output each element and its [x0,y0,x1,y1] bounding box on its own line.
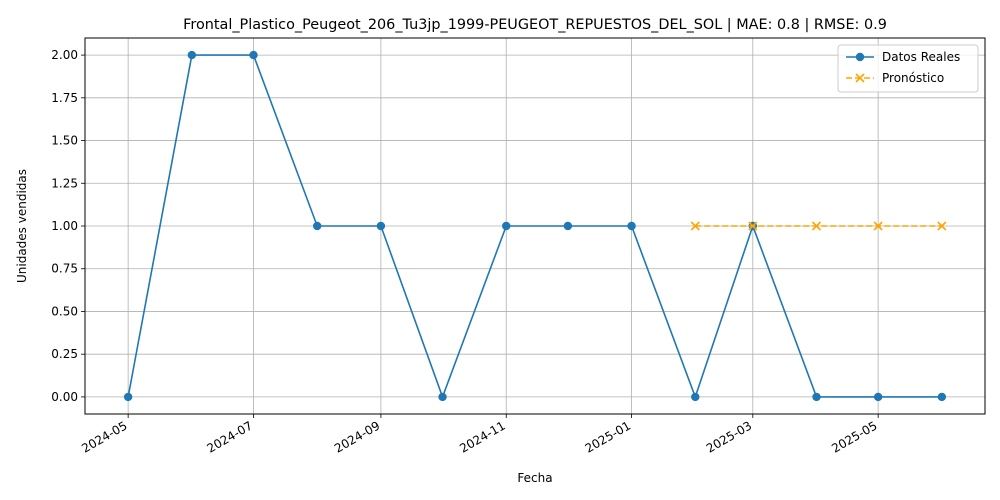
data-point [627,221,636,231]
legend-marker-1 [855,73,865,83]
data-point [812,392,821,402]
data-point [312,221,322,231]
legend-label-1: Pronóstico [882,71,944,85]
series-line [127,54,942,400]
series-layer [123,50,947,402]
y-tick-label: 1.25 [51,176,78,190]
data-point [937,221,947,231]
series-1 [690,221,947,231]
data-point [438,392,447,402]
y-tick-label: 0.00 [51,390,78,404]
data-point [376,221,386,231]
y-tick-label: 1.50 [51,134,78,148]
data-point [502,221,511,231]
data-point [123,392,133,402]
y-tick-label: 0.50 [51,304,78,318]
x-axis-label: Fecha [517,471,552,485]
data-point [937,392,947,402]
data-point [249,50,258,60]
data-point [811,221,822,231]
legend-label-0: Datos Reales [882,50,960,64]
y-tick-label: 1.00 [51,219,78,233]
data-point [873,392,883,402]
chart-title: Frontal_Plastico_Peugeot_206_Tu3jp_1999-… [183,17,887,33]
y-axis-label: Unidades vendidas [15,169,29,283]
data-point [691,392,700,402]
legend: Datos Reales Pronóstico [837,44,979,93]
data-point [748,221,758,231]
data-point [563,221,573,231]
y-tick-label: 1.75 [51,91,78,105]
data-point [690,221,700,231]
data-point [873,221,883,231]
y-tick-label: 2.00 [51,48,78,62]
data-point [187,50,197,60]
legend-marker-0 [855,52,865,62]
y-tick-label: 0.75 [51,262,78,276]
y-tick-label: 0.25 [51,347,78,361]
